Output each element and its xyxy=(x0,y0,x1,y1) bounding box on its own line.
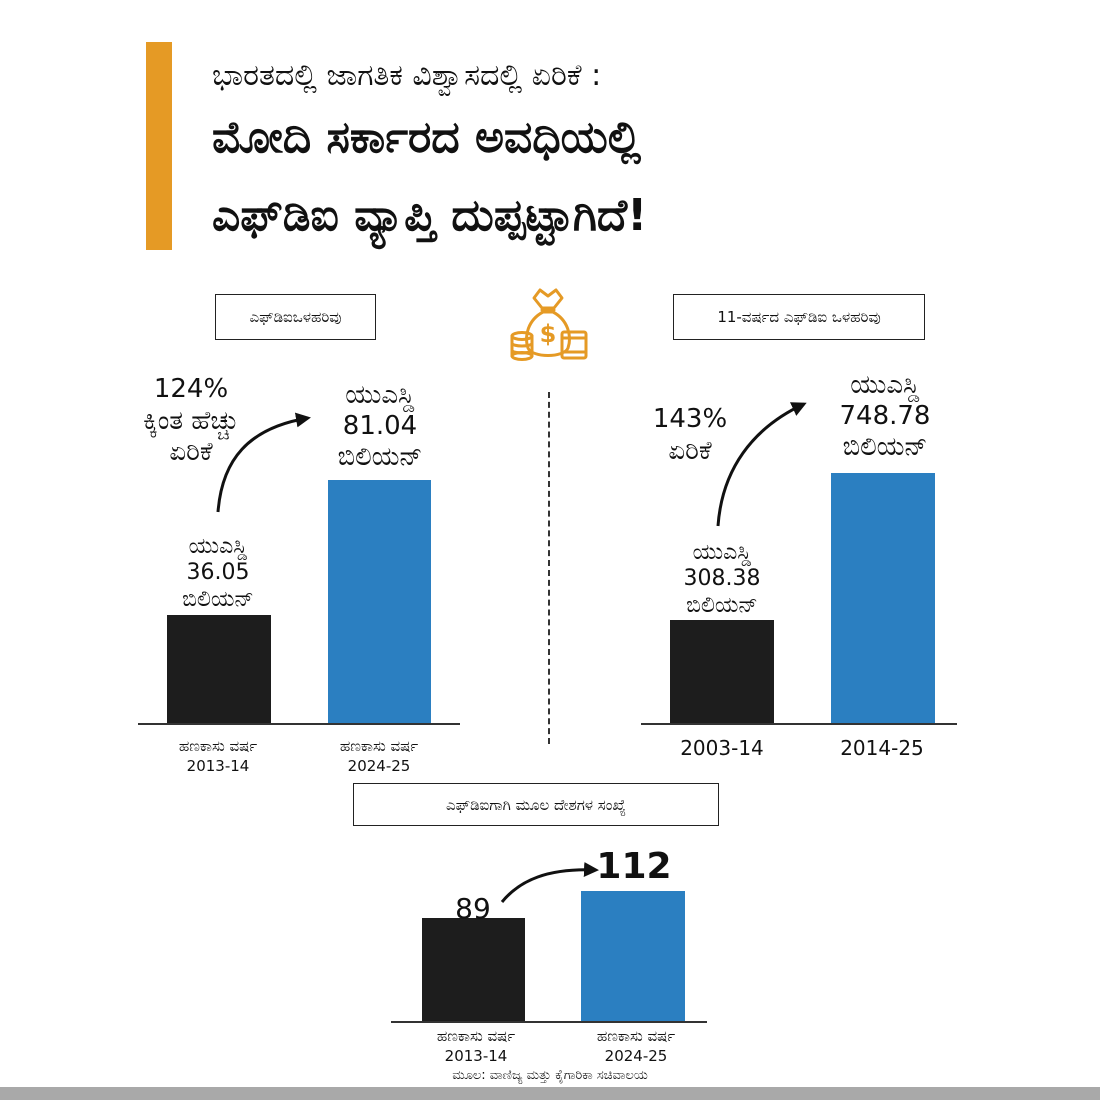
chart2-x-label-2003-14: 2003-14 xyxy=(680,736,764,760)
chart3-value-label-2013-14: 89 xyxy=(455,892,491,925)
header-subtitle: ಭಾರತದಲ್ಲಿ ಜಾಗತಿಕ ವಿಶ್ವಾಸದಲ್ಲಿ ಏರಿಕೆ : xyxy=(212,58,602,93)
chart3-bar-2013-14 xyxy=(422,918,525,1021)
svg-text:$: $ xyxy=(540,320,557,348)
chart2-value-label-2014-25: ಯುಎಸ್ಡಿ 748.78 ಬಿಲಿಯನ್ xyxy=(839,370,931,463)
chart1-value-label-2024-25: ಯುಎಸ್ಡಿ 81.04 ಬಿಲಿಯನ್ xyxy=(337,380,423,473)
source-note: ಮೂಲ: ವಾಣಿಜ್ಯ ಮತ್ತು ಕೈಗಾರಿಕಾ ಸಚಿವಾಲಯ xyxy=(452,1068,648,1083)
chart2-growth-annotation: 143% ಏರಿಕೆ xyxy=(652,404,728,466)
chart3-bar-2024-25 xyxy=(581,891,685,1021)
footer-strip xyxy=(0,1087,1100,1100)
chart2-value-label-2003-14: ಯುಎಸ್ಡಿ 308.38 ಬಿಲಿಯನ್ xyxy=(683,540,761,618)
chart3-x-label-2013-14: ಹಣಕಾಸು ವರ್ಷ 2013-14 xyxy=(436,1027,516,1065)
chart3-title: ಎಫ್‌ಡಿಐಗಾಗಿ ಮೂಲ ದೇಶಗಳ ಸಂಖ್ಯೆ xyxy=(353,783,719,826)
accent-bar xyxy=(146,42,172,250)
header-title-line1: ಮೋದಿ ಸರ್ಕಾರದ ಅವಧಿಯಲ್ಲಿ xyxy=(212,112,642,163)
chart1-value-label-2013-14: ಯುಎಸ್ಡಿ 36.05 ಬಿಲಿಯನ್ xyxy=(182,534,254,612)
money-bag-coins-icon: $ xyxy=(510,288,588,361)
panel-divider xyxy=(548,392,550,744)
chart1-x-label-2013-14: ಹಣಕಾಸು ವರ್ಷ 2013-14 xyxy=(178,737,258,775)
chart3-value-label-2024-25: 112 xyxy=(596,846,672,887)
chart1-bar-2024-25 xyxy=(328,480,431,723)
chart1-x-label-2024-25: ಹಣಕಾಸು ವರ್ಷ 2024-25 xyxy=(339,737,419,775)
chart3-x-label-2024-25: ಹಣಕಾಸು ವರ್ಷ 2024-25 xyxy=(596,1027,676,1065)
chart2-baseline xyxy=(641,723,957,725)
chart1-title: ಎಫ್‌ಡಿಐಒಳಹರಿವು xyxy=(215,294,376,340)
chart1-bar-2013-14 xyxy=(167,615,271,723)
chart1-growth-annotation: 124% ಕ್ಕಿಂತ ಹೆಚ್ಚು ಏರಿಕೆ xyxy=(143,374,239,468)
chart2-bar-2014-25 xyxy=(831,473,935,723)
header-title-line2: ಎಫ್‌ಡಿಐ ವ್ಯಾಪ್ತಿ ದುಪ್ಪಟ್ಟಾಗಿದೆ! xyxy=(212,190,648,241)
chart2-x-label-2014-25: 2014-25 xyxy=(840,736,924,760)
chart2-title: 11-ವರ್ಷದ ಎಫ್‌ಡಿಐ ಒಳಹರಿವು xyxy=(673,294,925,340)
chart3-baseline xyxy=(391,1021,707,1023)
chart2-bar-2003-14 xyxy=(670,620,774,723)
chart1-baseline xyxy=(138,723,460,725)
